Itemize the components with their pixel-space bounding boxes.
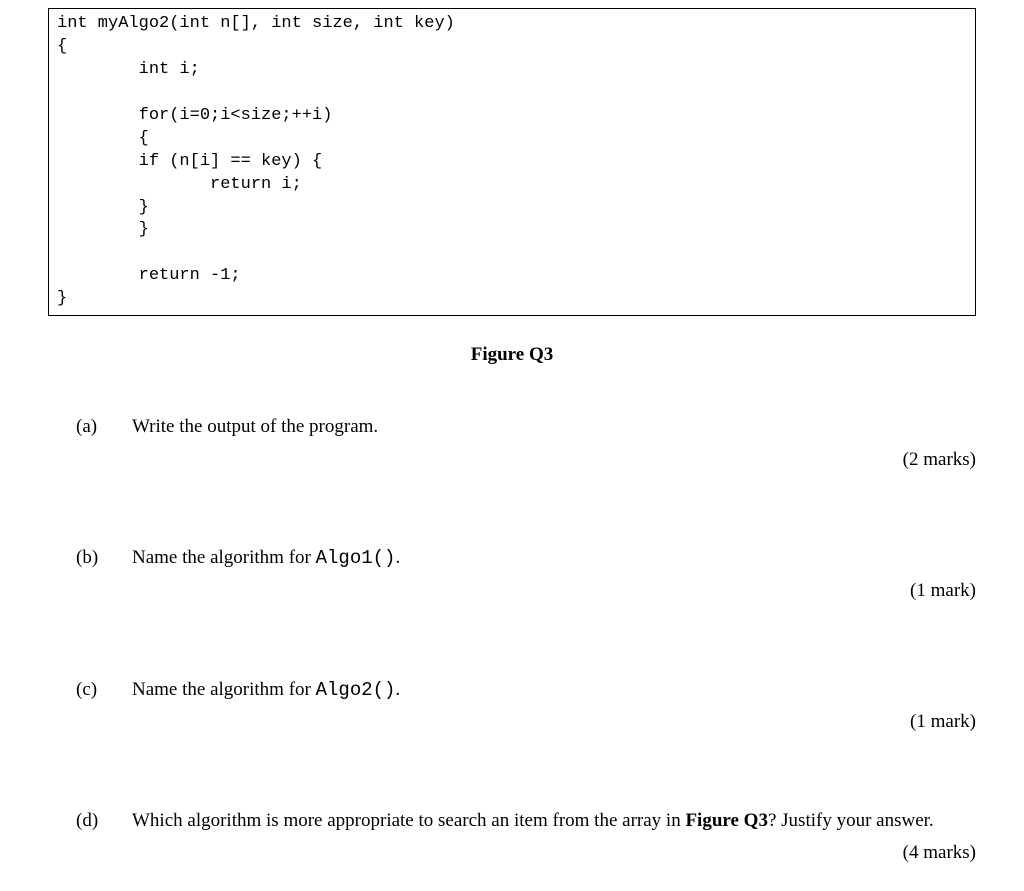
- document-page: int myAlgo2(int n[], int size, int key) …: [0, 0, 1024, 891]
- code-line: return i;: [57, 175, 302, 194]
- code-line: for(i=0;i<size;++i): [57, 106, 332, 125]
- question-d: (d) Which algorithm is more appropriate …: [76, 808, 976, 867]
- question-marks: (2 marks): [132, 447, 976, 474]
- question-text-post: .: [395, 547, 400, 568]
- question-body: Write the output of the program. (2 mark…: [132, 414, 976, 473]
- question-text: Name the algorithm for Algo2().: [132, 677, 976, 704]
- question-text-bold: Figure Q3: [685, 810, 768, 831]
- question-text-post: ? Justify your answer.: [768, 810, 934, 831]
- question-label: (a): [76, 414, 132, 473]
- question-text: Name the algorithm for Algo1().: [132, 545, 976, 572]
- code-line: return -1;: [57, 266, 241, 285]
- question-text-pre: Name the algorithm for: [132, 679, 316, 700]
- question-b: (b) Name the algorithm for Algo1(). (1 m…: [76, 545, 976, 604]
- code-line: int i;: [57, 60, 200, 79]
- code-line: {: [57, 37, 67, 56]
- code-line: }: [57, 220, 149, 239]
- code-line: {: [57, 129, 149, 148]
- question-label: (c): [76, 677, 132, 736]
- question-text-code: Algo1(): [316, 547, 396, 569]
- figure-caption: Figure Q3: [48, 344, 976, 366]
- question-marks: (1 mark): [132, 578, 976, 605]
- question-text: Which algorithm is more appropriate to s…: [132, 808, 976, 835]
- question-c: (c) Name the algorithm for Algo2(). (1 m…: [76, 677, 976, 736]
- question-text-pre: Name the algorithm for: [132, 547, 316, 568]
- question-marks: (4 marks): [132, 840, 976, 867]
- question-text-code: Algo2(): [316, 679, 396, 701]
- question-a: (a) Write the output of the program. (2 …: [76, 414, 976, 473]
- question-body: Name the algorithm for Algo1(). (1 mark): [132, 545, 976, 604]
- question-text-post: .: [395, 679, 400, 700]
- question-label: (b): [76, 545, 132, 604]
- questions-list: (a) Write the output of the program. (2 …: [48, 414, 976, 867]
- question-text: Write the output of the program.: [132, 414, 976, 441]
- code-block: int myAlgo2(int n[], int size, int key) …: [48, 8, 976, 316]
- question-body: Which algorithm is more appropriate to s…: [132, 808, 976, 867]
- question-body: Name the algorithm for Algo2(). (1 mark): [132, 677, 976, 736]
- question-label: (d): [76, 808, 132, 867]
- question-marks: (1 mark): [132, 709, 976, 736]
- code-line: }: [57, 198, 149, 217]
- code-line: int myAlgo2(int n[], int size, int key): [57, 14, 455, 33]
- question-text-pre: Which algorithm is more appropriate to s…: [132, 810, 685, 831]
- code-line: }: [57, 289, 67, 308]
- code-line: if (n[i] == key) {: [57, 152, 322, 171]
